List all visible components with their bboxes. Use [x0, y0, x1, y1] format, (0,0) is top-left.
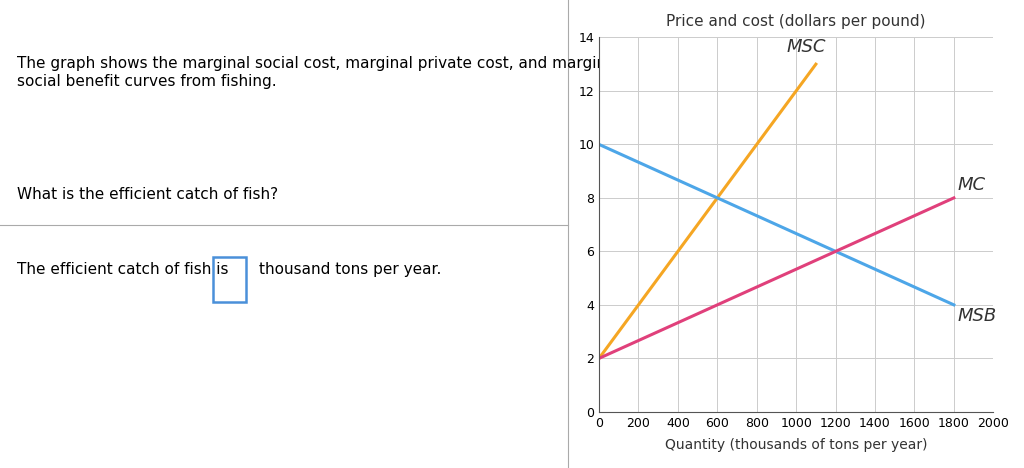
Text: MC: MC — [957, 176, 986, 194]
Title: Price and cost (dollars per pound): Price and cost (dollars per pound) — [667, 15, 926, 29]
X-axis label: Quantity (thousands of tons per year): Quantity (thousands of tons per year) — [665, 438, 928, 452]
Text: MSB: MSB — [957, 307, 997, 325]
Text: MSC: MSC — [786, 38, 825, 56]
Text: What is the efficient catch of fish?: What is the efficient catch of fish? — [17, 187, 279, 202]
FancyBboxPatch shape — [213, 257, 246, 302]
Text: The efficient catch of fish is: The efficient catch of fish is — [17, 262, 228, 277]
Text: thousand tons per year.: thousand tons per year. — [259, 262, 441, 277]
Text: The graph shows the marginal social cost, marginal private cost, and marginal
so: The graph shows the marginal social cost… — [17, 56, 620, 88]
